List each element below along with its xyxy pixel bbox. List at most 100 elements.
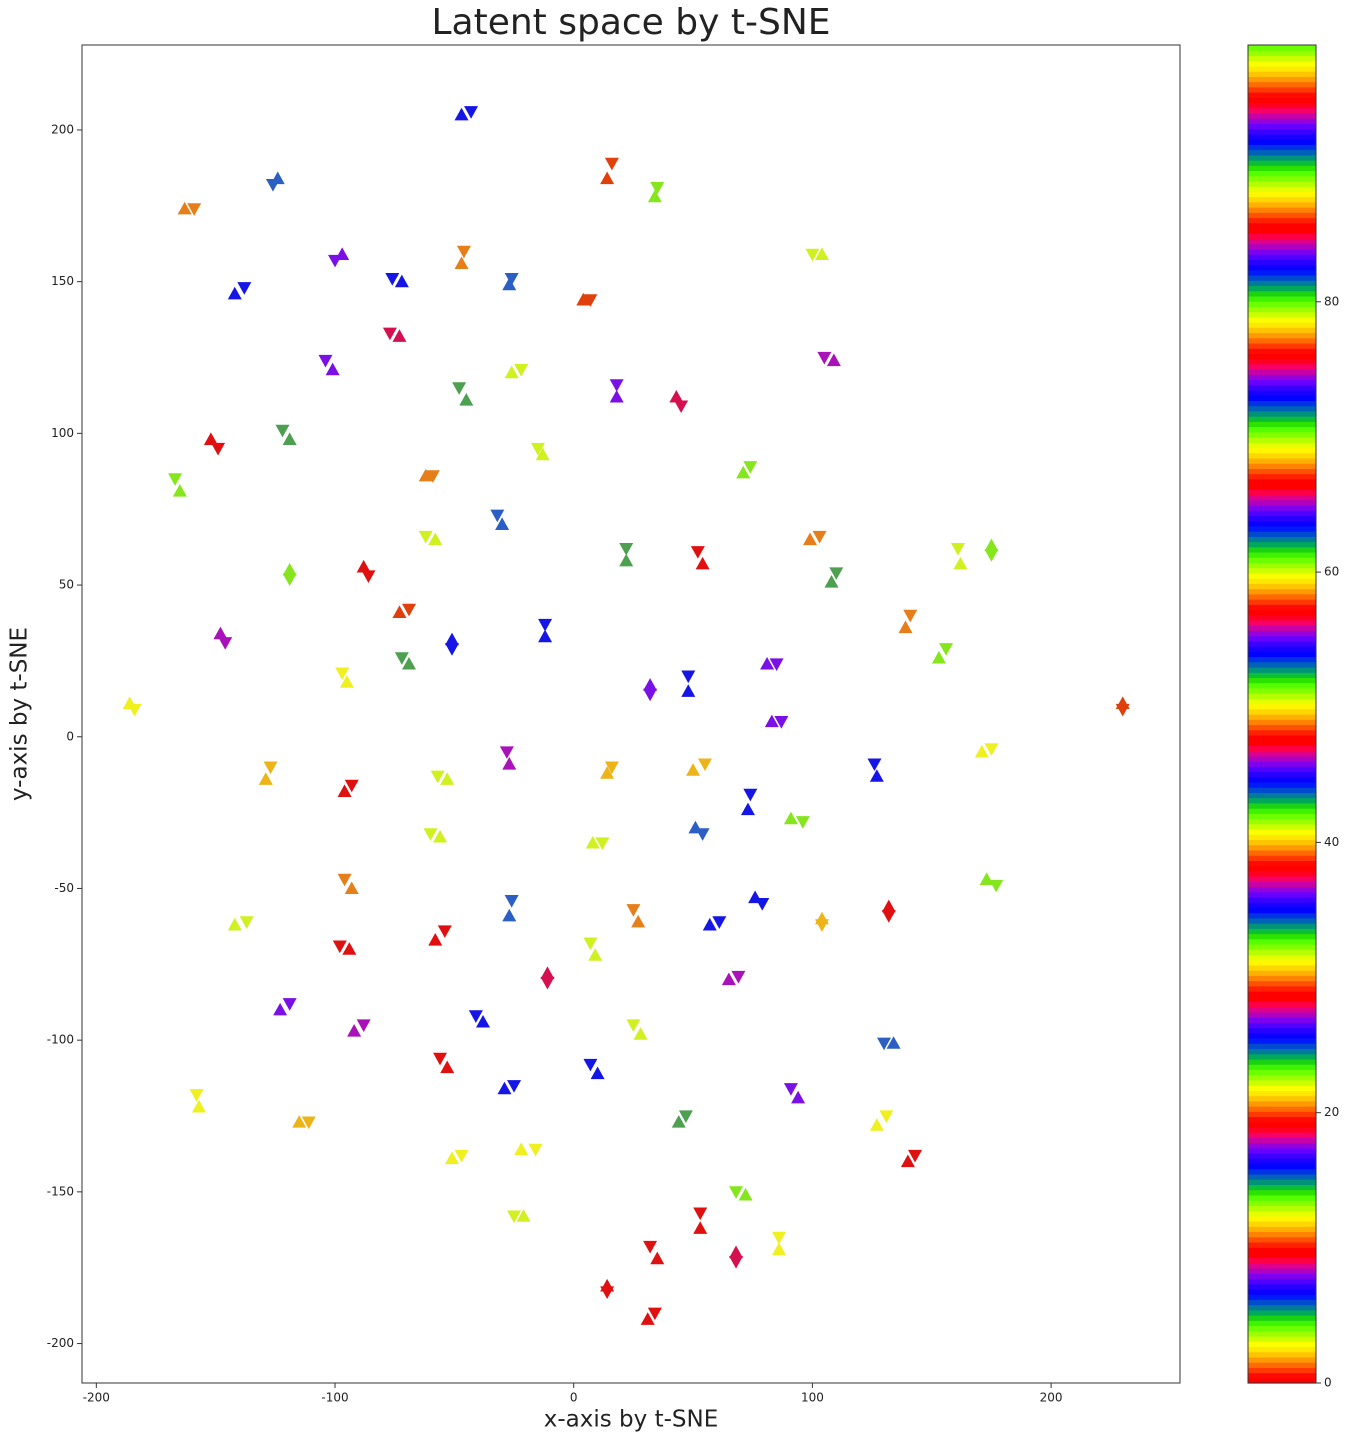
point (528, 1143, 543, 1157)
point (738, 1187, 753, 1201)
colorbar-band (1248, 489, 1316, 496)
x-tick-label: -200 (83, 1391, 110, 1405)
colorbar-band (1248, 1351, 1316, 1358)
point (213, 626, 228, 640)
point (989, 879, 1004, 893)
x-axis-label: x-axis by t-SNE (544, 1407, 718, 1433)
colorbar-band (1248, 1001, 1316, 1008)
point (697, 758, 712, 772)
point (984, 538, 999, 552)
point (729, 1256, 744, 1269)
colorbar-band (1248, 1111, 1316, 1118)
colorbar-band (1248, 353, 1316, 360)
colorbar-band (1248, 1330, 1316, 1337)
point (502, 757, 517, 770)
colorbar-band (1248, 907, 1316, 914)
colorbar-band (1248, 515, 1316, 522)
colorbar-band (1248, 395, 1316, 402)
colorbar-band (1248, 1132, 1316, 1138)
colorbar-band (1248, 81, 1316, 88)
point (869, 1118, 884, 1131)
point (619, 543, 634, 556)
colorbar-band (1248, 714, 1316, 720)
colorbar-band (1248, 551, 1316, 558)
point (695, 556, 710, 570)
point (869, 769, 884, 782)
colorbar-band (1248, 1273, 1316, 1280)
colorbar-band (1248, 1153, 1316, 1159)
point (459, 392, 474, 406)
point (282, 998, 297, 1011)
point (743, 788, 758, 802)
colorbar-band (1248, 708, 1316, 715)
chart-title: Latent space by t-SNE (431, 2, 830, 43)
colorbar-band (1248, 1220, 1316, 1227)
colorbar-band (1248, 259, 1316, 266)
point (292, 1115, 307, 1128)
colorbar-band (1248, 1215, 1316, 1222)
colorbar-band (1248, 771, 1316, 778)
colorbar-band (1248, 1377, 1316, 1384)
colorbar-band (1248, 1247, 1316, 1253)
point (335, 247, 350, 260)
point (344, 881, 359, 895)
colorbar-band (1248, 191, 1316, 198)
colorbar-band (1248, 536, 1316, 543)
point (361, 570, 376, 583)
point (172, 484, 187, 497)
colorbar-band (1248, 473, 1316, 480)
point (791, 1090, 806, 1104)
point (669, 389, 684, 403)
point (609, 389, 624, 403)
point (301, 1116, 316, 1130)
point (783, 811, 798, 825)
point (332, 940, 347, 954)
colorbar-band (1248, 285, 1316, 292)
colorbar-frame (1247, 44, 1317, 1384)
point (282, 432, 297, 446)
colorbar-band (1248, 400, 1316, 407)
point (595, 837, 610, 850)
point (721, 972, 736, 986)
colorbar-band (1248, 792, 1316, 799)
colorbar-band (1248, 452, 1316, 459)
point (879, 1110, 894, 1124)
point (495, 517, 510, 530)
colorbar-band (1248, 295, 1316, 302)
colorbar-band (1248, 416, 1316, 422)
point (263, 761, 278, 775)
point (805, 248, 820, 262)
point (270, 171, 285, 185)
colorbar-tick-label: 40 (1324, 835, 1339, 849)
colorbar-band (1248, 1309, 1316, 1316)
point (273, 1002, 288, 1016)
colorbar-band (1248, 1346, 1316, 1353)
point (454, 1149, 469, 1163)
colorbar-band (1248, 781, 1316, 788)
colorbar-band (1248, 1189, 1316, 1196)
point (454, 107, 469, 121)
point (760, 656, 775, 670)
point (433, 1052, 448, 1066)
colorbar-tick-label: 60 (1324, 565, 1339, 579)
colorbar-band (1248, 572, 1316, 579)
point (583, 937, 598, 951)
colorbar-band (1248, 1043, 1316, 1050)
point (769, 658, 784, 671)
colorbar-band (1248, 159, 1316, 166)
colorbar-band (1248, 849, 1316, 856)
point (633, 1027, 648, 1040)
colorbar-band (1248, 175, 1316, 182)
point (674, 400, 689, 414)
colorbar-band (1248, 520, 1316, 527)
colorbar-band (1248, 1283, 1316, 1290)
colorbar-band (1248, 891, 1316, 898)
point (817, 351, 832, 365)
y-axis-label: y-axis by t-SNE (7, 627, 33, 801)
colorbar (1248, 45, 1316, 1384)
colorbar-band (1248, 750, 1316, 757)
colorbar-band (1248, 50, 1316, 57)
colorbar-band (1248, 468, 1316, 475)
colorbar-band (1248, 619, 1316, 626)
